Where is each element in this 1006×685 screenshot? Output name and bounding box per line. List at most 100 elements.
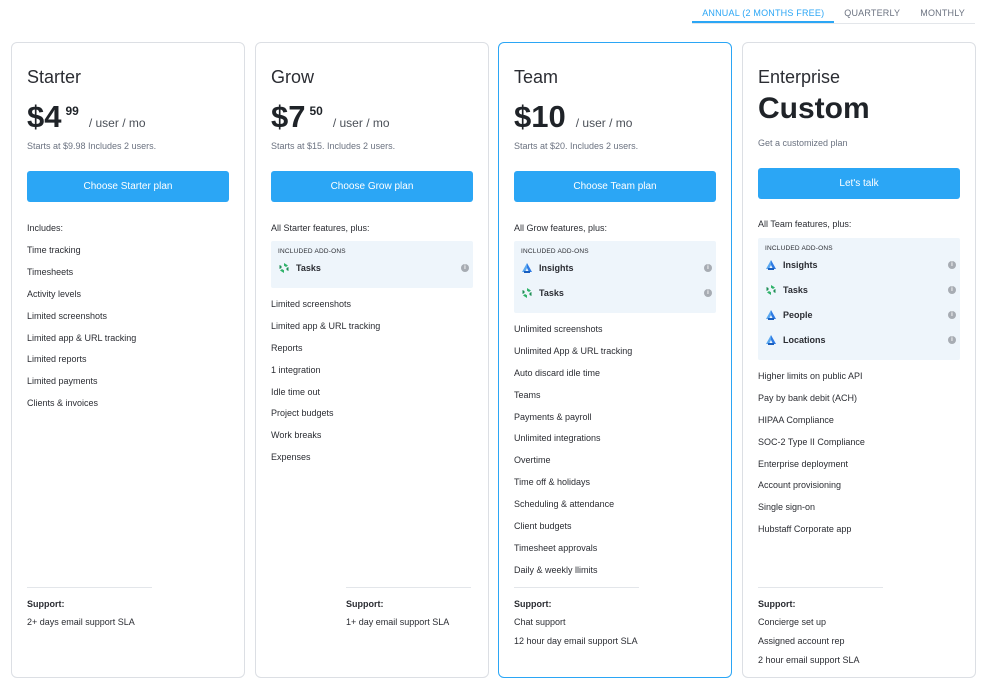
choose-starter-plan-button[interactable]: Choose Starter plan (27, 171, 229, 202)
locations-icon (766, 334, 776, 345)
price-cents: 99 (65, 104, 79, 118)
feature-item: Reports (271, 342, 303, 353)
feature-item: Client budgets (514, 521, 572, 532)
feature-item: Scheduling & attendance (514, 499, 615, 510)
support-item: 2 hour email support SLA (758, 655, 860, 665)
feature-item: SOC-2 Type II Compliance (758, 436, 865, 447)
addon-name: Insights (539, 262, 574, 273)
feature-item: Pay by bank debit (ACH) (758, 392, 858, 403)
plan-card-grow: Grow $7 50 / user / mo Starts at $15. In… (255, 42, 489, 678)
addon-item-locations: Locations i (758, 327, 960, 352)
feature-item: Idle time out (271, 386, 321, 397)
addon-item-tasks: Tasks i (514, 280, 716, 305)
addon-name: Tasks (539, 287, 564, 298)
plan-name: Enterprise (758, 67, 841, 87)
info-icon[interactable]: i (948, 286, 956, 294)
features-heading: All Grow features, plus: (514, 223, 608, 233)
support-item: 12 hour day email support SLA (514, 636, 638, 646)
support-divider (758, 587, 883, 588)
info-icon[interactable]: i (704, 289, 712, 297)
plan-name: Starter (27, 67, 82, 87)
info-icon[interactable]: i (948, 261, 956, 269)
support-item: 1+ day email support SLA (346, 617, 450, 627)
plan-starts-note: Starts at $15. Includes 2 users. (271, 141, 396, 151)
included-addons: INCLUDED ADD-ONS Insights i Tasks i Peop… (758, 238, 960, 360)
support-divider (514, 587, 639, 588)
tasks-icon (279, 262, 289, 273)
feature-item: Clients & invoices (27, 398, 99, 409)
price-amount: $4 (27, 99, 62, 134)
feature-item: Timesheet approvals (514, 542, 598, 553)
feature-item: Single sign-on (758, 502, 816, 513)
insights-icon (522, 262, 532, 273)
feature-item: Limited screenshots (27, 310, 108, 321)
info-icon[interactable]: i (948, 311, 956, 319)
support-heading: Support: (514, 599, 552, 609)
addon-name: Tasks (296, 262, 321, 273)
info-icon[interactable]: i (948, 336, 956, 344)
feature-item: Payments & payroll (514, 411, 592, 422)
plan-price: $10 / user / mo (514, 99, 632, 135)
price-unit: / user / mo (575, 116, 633, 130)
plan-name: Grow (271, 67, 315, 87)
addon-item-people: People i (758, 302, 960, 327)
price-cents: 50 (309, 104, 323, 118)
feature-item: Auto discard idle time (514, 367, 601, 378)
included-addons: INCLUDED ADD-ONS Insights i Tasks i (514, 241, 716, 313)
addons-title: INCLUDED ADD-ONS (521, 248, 589, 255)
tab-monthly[interactable]: MONTHLY (920, 8, 965, 18)
feature-item: Activity levels (27, 288, 82, 299)
addon-item-insights: Insights i (514, 255, 716, 280)
feature-item: 1 integration (271, 364, 321, 375)
feature-item: Limited reports (27, 354, 87, 365)
feature-list: Unlimited screenshots Unlimited App & UR… (514, 323, 716, 586)
people-icon (766, 309, 776, 320)
feature-item: Hubstaff Corporate app (758, 524, 852, 535)
lets-talk-button[interactable]: Let's talk (758, 168, 960, 199)
feature-item: Unlimited App & URL tracking (514, 345, 633, 356)
support-list: 2+ days email support SLA (27, 617, 135, 636)
feature-item: Time tracking (27, 245, 81, 255)
tab-annual[interactable]: ANNUAL (2 MONTHS FREE) (692, 0, 835, 23)
plan-starts-note: Starts at $9.98 Includes 2 users. (27, 141, 157, 151)
support-divider (27, 587, 152, 588)
plan-card-team: Team $10 / user / mo Starts at $20. Incl… (498, 42, 732, 678)
support-list: Concierge set up Assigned account rep 2 … (758, 617, 860, 674)
feature-item: Daily & weekly llimits (514, 564, 598, 575)
feature-item: Overtime (514, 455, 551, 466)
included-addons: INCLUDED ADD-ONS Tasks i (271, 241, 473, 288)
plan-price: $4 99 / user / mo (27, 99, 146, 135)
feature-item: Limited app & URL tracking (27, 332, 137, 343)
support-item: Assigned account rep (758, 636, 845, 646)
addons-title: INCLUDED ADD-ONS (765, 245, 833, 252)
choose-grow-plan-button[interactable]: Choose Grow plan (271, 171, 473, 202)
feature-item: Time off & holidays (514, 477, 591, 488)
billing-period-tabs: ANNUAL (2 MONTHS FREE) QUARTERLY MONTHLY (692, 0, 975, 24)
support-list: Chat support 12 hour day email support S… (514, 617, 638, 655)
features-heading: Includes: (27, 223, 64, 233)
feature-item: Enterprise deployment (758, 458, 849, 469)
price-unit: / user / mo (332, 116, 390, 130)
tasks-icon (766, 284, 776, 295)
support-item: 2+ days email support SLA (27, 617, 135, 627)
info-icon[interactable]: i (461, 264, 469, 272)
features-heading: All Starter features, plus: (271, 223, 370, 233)
support-item: Concierge set up (758, 617, 827, 627)
feature-list: Time tracking Timesheets Activity levels… (27, 244, 229, 419)
info-icon[interactable]: i (704, 264, 712, 272)
addon-item-tasks: Tasks i (758, 277, 960, 302)
addon-name: Locations (783, 334, 826, 345)
choose-team-plan-button[interactable]: Choose Team plan (514, 171, 716, 202)
plan-starts-note: Get a customized plan (758, 138, 848, 148)
tab-quarterly[interactable]: QUARTERLY (844, 8, 901, 18)
plan-card-starter: Starter $4 99 / user / mo Starts at $9.9… (11, 42, 245, 678)
feature-list: Limited screenshots Limited app & URL tr… (271, 298, 473, 473)
price-amount: $7 (271, 99, 306, 134)
feature-item: Higher limits on public API (758, 371, 863, 381)
feature-item: Unlimited integrations (514, 433, 601, 444)
price-amount: $10 (514, 99, 566, 134)
addon-item-tasks: Tasks i (271, 255, 473, 280)
feature-item: Limited screenshots (271, 299, 352, 309)
support-item: Chat support (514, 617, 566, 627)
plan-starts-note: Starts at $20. Includes 2 users. (514, 141, 639, 151)
